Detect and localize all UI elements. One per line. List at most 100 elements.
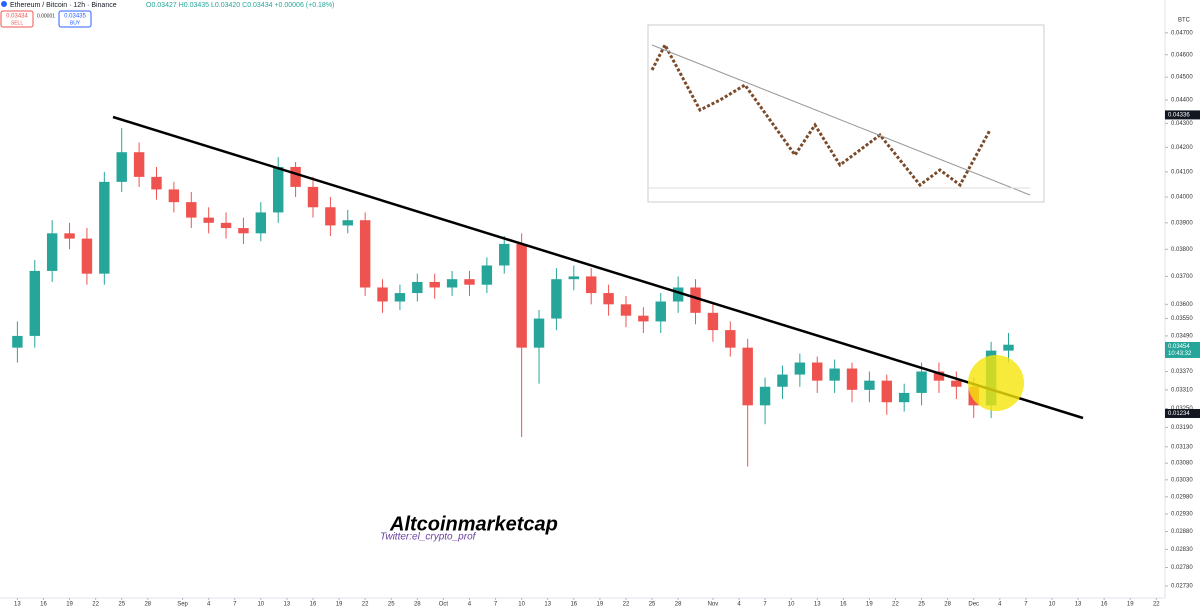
- candle-body: [742, 347, 753, 406]
- x-tick-label: 7: [494, 602, 498, 608]
- y-tick-label: 0.02830: [1171, 547, 1193, 553]
- price-label: 0.01234: [1168, 411, 1190, 417]
- candle-body: [1003, 344, 1014, 351]
- candle-body: [933, 371, 945, 381]
- x-tick-label: 19: [66, 602, 73, 608]
- y-tick-label: 0.02980: [1171, 494, 1193, 500]
- candle-body: [603, 293, 614, 305]
- candle-body: [690, 287, 701, 313]
- candle-body: [64, 233, 75, 239]
- sell-label: SELL: [11, 20, 23, 26]
- spread: 0.00001: [37, 13, 55, 19]
- x-tick-label: 16: [570, 602, 577, 608]
- candle-body: [898, 392, 910, 403]
- inset-image: [647, 24, 1045, 203]
- x-tick-label: 13: [284, 602, 291, 608]
- x-tick-label: 16: [310, 602, 317, 608]
- x-tick-label: Dec: [968, 602, 979, 608]
- y-tick-label: 0.04600: [1171, 52, 1193, 58]
- x-tick-label: 7: [763, 602, 767, 608]
- candle-body: [846, 368, 858, 390]
- x-tick-label: 25: [918, 602, 925, 608]
- x-tick-label: Oct: [439, 602, 449, 608]
- candle-body: [325, 207, 336, 226]
- price-label-box: [1165, 110, 1200, 120]
- candle-body: [203, 217, 214, 223]
- x-tick-label: Nov: [708, 602, 719, 608]
- x-tick-label: 28: [414, 602, 421, 608]
- candle-body: [516, 243, 527, 348]
- y-tick-label: 0.03130: [1171, 444, 1193, 450]
- x-tick-label: 28: [675, 602, 682, 608]
- candle-body: [916, 371, 927, 393]
- y-tick-label: 0.04300: [1171, 121, 1193, 127]
- x-tick-label: 25: [118, 602, 125, 608]
- candle-body: [464, 279, 475, 285]
- y-tick-label: 0.03030: [1171, 477, 1193, 483]
- watermark-sub: Twitter:el_crypto_prof: [380, 532, 477, 543]
- y-tick-label: 0.04100: [1171, 169, 1193, 175]
- candle-body: [829, 368, 840, 381]
- x-tick-label: 19: [866, 602, 873, 608]
- candle-body: [864, 380, 875, 390]
- x-tick-label: 16: [840, 602, 847, 608]
- price-label-box: [1165, 341, 1200, 358]
- x-tick-label: 10: [1049, 602, 1056, 608]
- buy-price: 0.03435: [64, 14, 86, 20]
- candle-body: [951, 380, 962, 387]
- chart-title: Ethereum / Bitcoin · 12h · Binance: [10, 2, 117, 9]
- x-tick-label: 25: [649, 602, 656, 608]
- candle-body: [429, 281, 440, 288]
- x-tick-label: 22: [92, 602, 99, 608]
- x-tick-label: 13: [814, 602, 821, 608]
- candle-body: [655, 301, 666, 322]
- x-tick-label: 7: [233, 602, 237, 608]
- y-tick-label: 0.03900: [1171, 220, 1193, 226]
- candle-body: [255, 212, 267, 234]
- candle-body: [81, 238, 93, 274]
- y-tick-label: 0.04700: [1171, 30, 1193, 36]
- buy-button[interactable]: [58, 10, 92, 28]
- candle-body: [307, 186, 319, 208]
- candle-body: [568, 276, 580, 280]
- candle-body: [759, 386, 771, 406]
- candle-body: [394, 293, 406, 302]
- candle-body: [186, 202, 197, 218]
- x-tick-label: 13: [1075, 602, 1082, 608]
- candle-body: [533, 318, 545, 348]
- price-label: 0.04336: [1168, 112, 1190, 118]
- candle-body: [551, 279, 562, 319]
- trend-line: [112, 115, 1084, 420]
- candle-body: [220, 222, 232, 229]
- candle-body: [412, 281, 423, 294]
- candle-body: [46, 233, 58, 271]
- candles: [12, 128, 1014, 467]
- x-tick-label: 19: [1127, 602, 1134, 608]
- candle-body: [707, 312, 719, 331]
- x-tick-label: 22: [892, 602, 899, 608]
- candle-body: [794, 362, 806, 375]
- y-tick-label: 0.03310: [1171, 387, 1193, 393]
- watermark: Altcoinmarketcap: [389, 513, 558, 535]
- x-tick-label: 22: [623, 602, 630, 608]
- y-tick-label: 0.02780: [1171, 565, 1193, 571]
- sell-button[interactable]: [0, 10, 34, 28]
- candle-body: [342, 220, 353, 226]
- y-tick-label: 0.03600: [1171, 302, 1193, 308]
- y-tick-label: 0.04200: [1171, 145, 1193, 151]
- y-tick-label: 0.03370: [1171, 369, 1193, 375]
- y-tick-label: 0.02930: [1171, 512, 1193, 518]
- y-tick-label: 0.04000: [1171, 195, 1193, 201]
- price-label-sub: 10:43:32: [1168, 351, 1192, 357]
- x-tick-label: 19: [336, 602, 343, 608]
- candle-body: [272, 166, 284, 213]
- candle-body: [377, 287, 388, 302]
- ohlc: O0.03427 H0.03435 L0.03420 C0.03434 +0.0…: [146, 2, 334, 9]
- y-tick-label: 0.03550: [1171, 316, 1193, 322]
- x-tick-label: 10: [518, 602, 525, 608]
- inset-renko: [650, 41, 992, 188]
- x-tick-label: 22: [362, 602, 369, 608]
- x-tick-label: 10: [788, 602, 795, 608]
- highlight-circle: [968, 355, 1024, 411]
